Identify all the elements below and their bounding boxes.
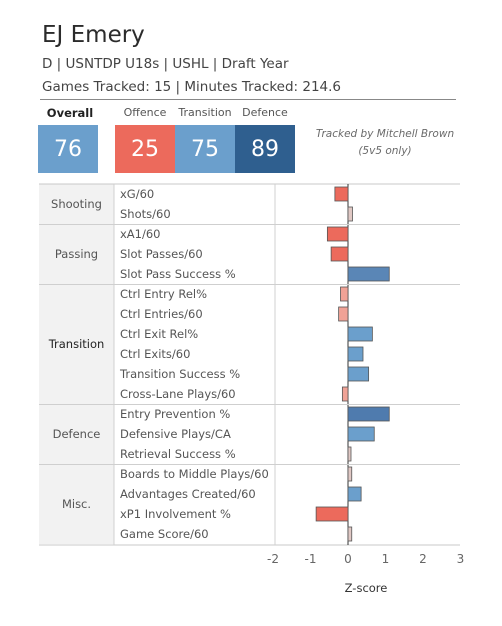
offence-label: Offence bbox=[123, 106, 167, 119]
metric-bar bbox=[347, 406, 390, 422]
metric-bar bbox=[326, 226, 349, 242]
group-cell-bg bbox=[39, 464, 114, 544]
group-cell-bg bbox=[39, 284, 114, 404]
tracked-by: Tracked by Mitchell Brown bbox=[315, 128, 455, 140]
defence-label: Defence bbox=[242, 106, 288, 119]
overall-rating: 76 bbox=[38, 125, 98, 173]
group-label: Passing bbox=[55, 247, 98, 261]
metric-label: Advantages Created/60 bbox=[120, 487, 256, 501]
metric-bar bbox=[330, 246, 349, 262]
metric-label: Shots/60 bbox=[120, 207, 171, 221]
metric-label: Entry Prevention % bbox=[120, 407, 230, 421]
metric-bar bbox=[338, 306, 349, 322]
metric-bar bbox=[334, 186, 349, 202]
x-axis-label: Z-score bbox=[345, 581, 388, 595]
metric-bar bbox=[347, 486, 362, 502]
group-label: Defence bbox=[53, 427, 101, 441]
x-tick-label: 3 bbox=[457, 552, 465, 566]
metric-bar bbox=[347, 526, 353, 542]
metric-bar bbox=[347, 346, 364, 362]
metric-bar bbox=[341, 386, 349, 402]
metric-label: Transition Success % bbox=[119, 367, 240, 381]
metric-label: Ctrl Exits/60 bbox=[120, 347, 190, 361]
metric-bar bbox=[347, 206, 353, 222]
group-label: Misc. bbox=[62, 497, 91, 511]
metric-label: Defensive Plays/CA bbox=[120, 427, 231, 441]
group-label: Shooting bbox=[51, 197, 102, 211]
metric-label: Ctrl Entries/60 bbox=[120, 307, 203, 321]
metric-bar bbox=[347, 266, 390, 282]
metric-label: Boards to Middle Plays/60 bbox=[120, 467, 269, 481]
x-tick-label: 2 bbox=[419, 552, 427, 566]
metric-bar bbox=[347, 466, 353, 482]
metric-bar bbox=[347, 366, 370, 382]
metric-label: xA1/60 bbox=[120, 227, 161, 241]
metric-label: Ctrl Entry Rel% bbox=[120, 287, 207, 301]
tracked-scope: (5v5 only) bbox=[358, 145, 412, 157]
x-tick-label: -1 bbox=[305, 552, 317, 566]
group-cell-bg bbox=[39, 224, 114, 284]
transition-rating: 75 bbox=[175, 125, 235, 173]
offence-rating: 25 bbox=[115, 125, 175, 173]
metric-bar bbox=[347, 426, 375, 442]
metric-label: Game Score/60 bbox=[120, 527, 209, 541]
x-tick-label: 1 bbox=[382, 552, 390, 566]
player-info: D | USNTDP U18s | USHL | Draft Year bbox=[42, 56, 289, 72]
metric-label: Cross-Lane Plays/60 bbox=[120, 387, 236, 401]
player-name: EJ Emery bbox=[42, 22, 145, 48]
metric-bar bbox=[340, 286, 349, 302]
metric-bar bbox=[315, 506, 349, 522]
metric-label: Ctrl Exit Rel% bbox=[120, 327, 198, 341]
group-cell-bg bbox=[39, 404, 114, 464]
metric-bar bbox=[347, 446, 352, 462]
tracked-note: Tracked by Mitchell Brown (5v5 only) bbox=[300, 126, 470, 160]
metric-label: xG/60 bbox=[120, 187, 154, 201]
metric-label: Slot Pass Success % bbox=[120, 267, 236, 281]
transition-label: Transition bbox=[178, 106, 232, 119]
defence-rating: 89 bbox=[235, 125, 295, 173]
overall-label: Overall bbox=[46, 106, 94, 120]
group-cell-bg bbox=[39, 184, 114, 224]
header-divider bbox=[40, 99, 456, 100]
metric-label: Retrieval Success % bbox=[120, 447, 236, 461]
metric-label: Slot Passes/60 bbox=[120, 247, 203, 261]
group-label: Transition bbox=[48, 337, 105, 351]
metric-label: xP1 Involvement % bbox=[120, 507, 231, 521]
tracking-info: Games Tracked: 15 | Minutes Tracked: 214… bbox=[42, 79, 342, 95]
x-tick-label: 0 bbox=[344, 552, 352, 566]
metric-bar bbox=[347, 326, 373, 342]
x-tick-label: -2 bbox=[267, 552, 279, 566]
